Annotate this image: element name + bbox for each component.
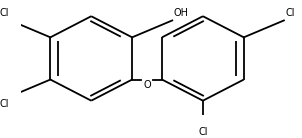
Text: Cl: Cl [198, 127, 208, 137]
Text: O: O [143, 80, 151, 90]
Text: Cl: Cl [285, 8, 295, 18]
Text: Cl: Cl [0, 99, 9, 109]
Text: Cl: Cl [0, 8, 9, 18]
Text: OH: OH [174, 8, 189, 18]
